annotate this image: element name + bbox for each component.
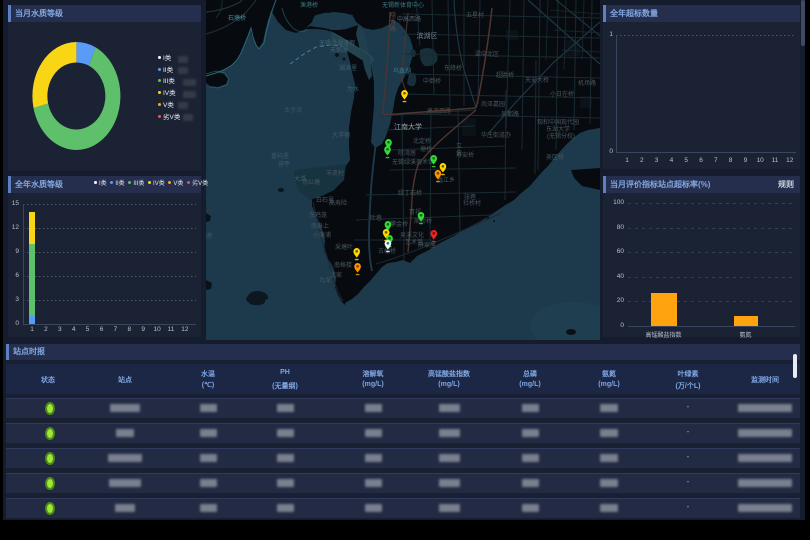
svg-text:梁中北区: 梁中北区: [475, 50, 499, 58]
svg-text:羊皮村: 羊皮村: [326, 169, 344, 177]
svg-text:中倒桥: 中倒桥: [423, 77, 441, 85]
svg-text:超胜桥: 超胜桥: [496, 71, 514, 79]
svg-text:北定桥: 北定桥: [413, 137, 431, 145]
svg-text:隐: 隐: [390, 11, 396, 19]
svg-text:湖滨里: 湖滨里: [339, 64, 357, 72]
svg-text:叶巷: 叶巷: [370, 214, 382, 222]
svg-text:中高西路: 中高西路: [397, 15, 421, 23]
svg-text:汤公塘: 汤公塘: [302, 178, 320, 186]
svg-text:九龙: 九龙: [319, 276, 331, 284]
svg-text:天鹅湖: 天鹅湖: [330, 46, 348, 54]
svg-text:塘桥: 塘桥: [420, 145, 432, 153]
svg-text:吴都路: 吴都路: [501, 110, 519, 118]
svg-text:南格楼: 南格楼: [334, 261, 352, 269]
svg-text:攀金桥: 攀金桥: [390, 220, 408, 228]
svg-text:小日在桥: 小日在桥: [550, 90, 574, 98]
svg-text:高浪西路: 高浪西路: [427, 107, 451, 115]
svg-text:无锡绿溪美术馆: 无锡绿溪美术馆: [392, 158, 434, 166]
svg-text:信: 信: [456, 149, 462, 157]
svg-text:太子湾: 太子湾: [284, 106, 302, 114]
svg-text:路: 路: [390, 25, 396, 33]
svg-text:周新桥: 周新桥: [414, 217, 432, 225]
svg-text:无锡新体育中心: 无锡新体育中心: [382, 1, 424, 9]
svg-text:石塘桥: 石塘桥: [228, 14, 246, 22]
svg-text:机场路: 机场路: [578, 79, 596, 87]
svg-text:大浮: 大浮: [294, 175, 306, 183]
svg-text:(无锡分校): (无锡分校): [547, 132, 575, 140]
svg-text:尚泽嘉园: 尚泽嘉园: [481, 100, 505, 108]
svg-text:为水: 为水: [347, 85, 359, 93]
svg-text:大浮棚: 大浮棚: [332, 131, 350, 139]
svg-text:五星村: 五星村: [466, 11, 484, 19]
svg-text:天安大桥: 天安大桥: [525, 76, 549, 84]
svg-text:东湖大学: 东湖大学: [546, 125, 570, 133]
svg-text:容亭: 容亭: [278, 160, 290, 168]
svg-text:东绛桥: 东绛桥: [444, 64, 462, 72]
svg-text:吴溪文化: 吴溪文化: [400, 231, 424, 239]
svg-text:艺术堂: 艺术堂: [405, 238, 423, 246]
svg-text:白石里: 白石里: [316, 196, 334, 204]
svg-text:立: 立: [456, 142, 462, 150]
svg-text:社桥村: 社桥村: [463, 199, 481, 207]
svg-text:无锡蠡湖渡假: 无锡蠡湖渡假: [319, 39, 355, 47]
svg-text:沈家: 沈家: [330, 271, 342, 279]
svg-text:秀: 秀: [390, 18, 396, 26]
svg-text:吴区桥: 吴区桥: [546, 153, 564, 161]
svg-text:东鸡笼: 东鸡笼: [309, 211, 327, 219]
svg-text:华庄街道办: 华庄街道办: [481, 131, 511, 139]
svg-text:薛家里: 薛家里: [418, 241, 436, 249]
svg-text:乌鑫湖: 乌鑫湖: [393, 67, 411, 75]
svg-text:江南大学: 江南大学: [394, 122, 422, 131]
svg-text:绿丁石桥: 绿丁石桥: [398, 189, 422, 197]
svg-text:渔港桥: 渔港桥: [300, 1, 318, 9]
svg-text:院湾居: 院湾居: [398, 149, 416, 157]
svg-text:寿安桥: 寿安桥: [456, 151, 474, 159]
svg-text:蠡江乡: 蠡江乡: [437, 176, 455, 184]
svg-text:滨湖区: 滨湖区: [417, 31, 438, 40]
svg-text:观和中国现代园: 观和中国现代园: [537, 118, 579, 126]
svg-text:青祁: 青祁: [409, 208, 421, 216]
svg-text:张巷: 张巷: [464, 193, 476, 201]
svg-text:高寿险: 高寿险: [329, 199, 347, 207]
svg-text:南泰上: 南泰上: [311, 222, 329, 230]
svg-text:小淹浦: 小淹浦: [313, 231, 331, 239]
svg-text:港: 港: [206, 232, 212, 240]
svg-text:重砘里: 重砘里: [271, 152, 289, 160]
svg-text:采塘叶: 采塘叶: [335, 243, 353, 251]
